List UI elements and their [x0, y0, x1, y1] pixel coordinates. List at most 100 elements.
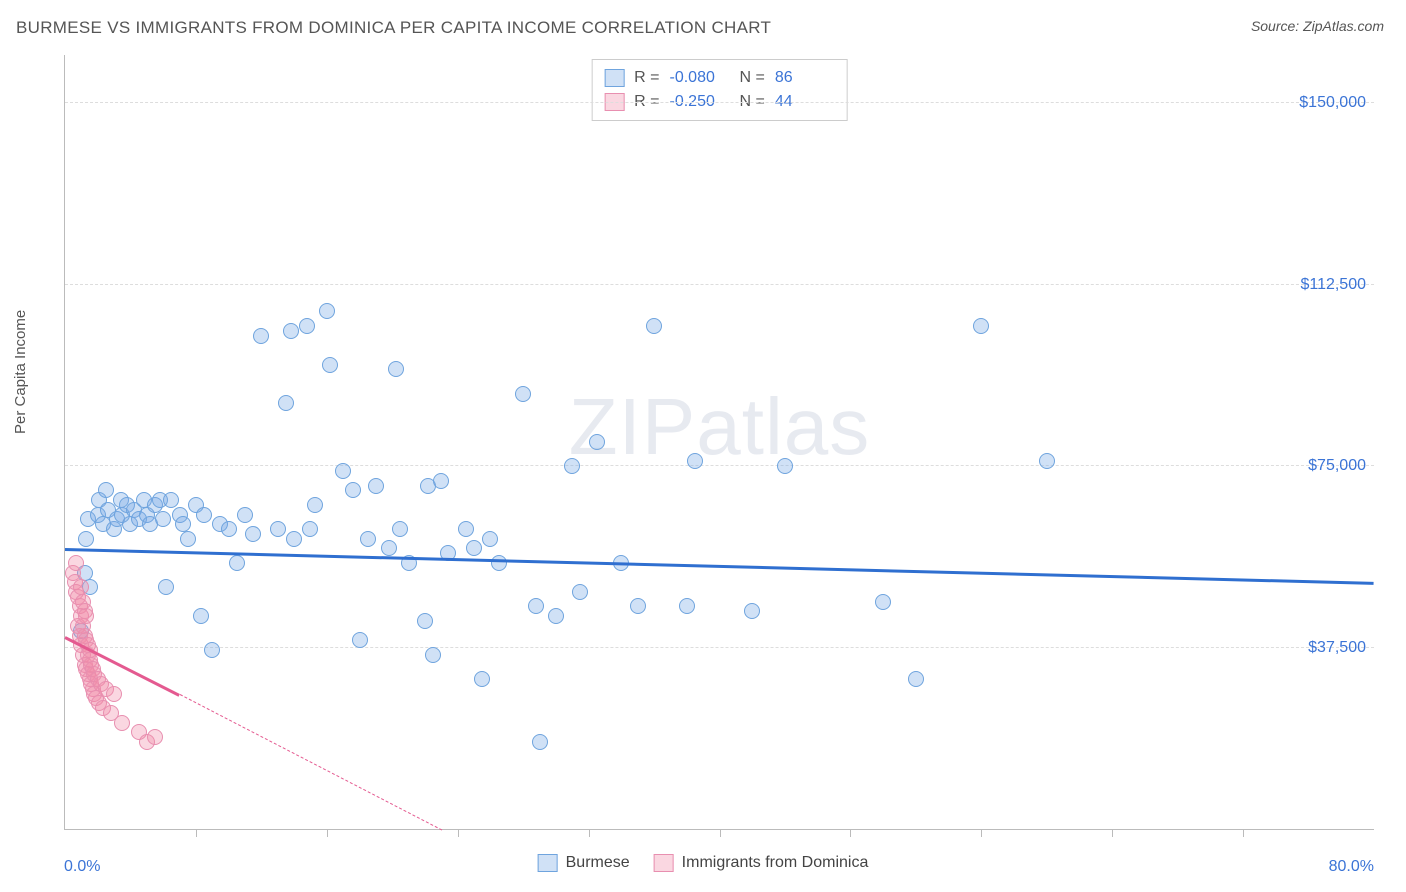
legend-item-dominica: Immigrants from Dominica [654, 854, 869, 872]
stat-legend: R = -0.080 N = 86 R = -0.250 N = 44 [591, 59, 848, 121]
data-point [237, 507, 253, 523]
data-point [433, 473, 449, 489]
chart: Per Capita Income ZIPatlas R = -0.080 N … [16, 55, 1390, 872]
data-point [155, 511, 171, 527]
data-point [302, 521, 318, 537]
data-point [253, 328, 269, 344]
data-point [78, 608, 94, 624]
data-point [147, 729, 163, 745]
data-point [777, 458, 793, 474]
data-point [299, 318, 315, 334]
data-point [679, 598, 695, 614]
watermark: ZIPatlas [569, 381, 870, 473]
data-point [466, 540, 482, 556]
swatch-dominica [654, 854, 674, 872]
data-point [78, 531, 94, 547]
data-point [204, 642, 220, 658]
data-point [482, 531, 498, 547]
source-value: ZipAtlas.com [1303, 18, 1384, 34]
data-point [491, 555, 507, 571]
data-point [163, 492, 179, 508]
y-tick-label: $75,000 [1308, 457, 1366, 475]
data-point [687, 453, 703, 469]
trend-line [179, 694, 441, 830]
data-point [564, 458, 580, 474]
y-tick-label: $37,500 [1308, 639, 1366, 657]
legend-item-burmese: Burmese [538, 854, 630, 872]
gridline [65, 465, 1374, 466]
data-point [1039, 453, 1055, 469]
data-point [548, 608, 564, 624]
x-min-label: 0.0% [64, 858, 100, 876]
data-point [245, 526, 261, 542]
data-point [335, 463, 351, 479]
data-point [106, 686, 122, 702]
legend-label-burmese: Burmese [566, 854, 630, 872]
series-legend: Burmese Immigrants from Dominica [538, 854, 869, 872]
data-point [368, 478, 384, 494]
x-tick [327, 829, 328, 837]
data-point [388, 361, 404, 377]
data-point [345, 482, 361, 498]
source: Source: ZipAtlas.com [1251, 18, 1384, 34]
data-point [270, 521, 286, 537]
gridline [65, 647, 1374, 648]
x-tick [196, 829, 197, 837]
data-point [180, 531, 196, 547]
x-tick [1112, 829, 1113, 837]
legend-label-dominica: Immigrants from Dominica [682, 854, 869, 872]
data-point [98, 482, 114, 498]
data-point [589, 434, 605, 450]
data-point [572, 584, 588, 600]
data-point [193, 608, 209, 624]
data-point [319, 303, 335, 319]
x-tick [850, 829, 851, 837]
x-tick [589, 829, 590, 837]
data-point [158, 579, 174, 595]
trend-line [65, 548, 1374, 585]
x-tick [981, 829, 982, 837]
y-tick-label: $112,500 [1300, 276, 1366, 294]
data-point [68, 555, 84, 571]
data-point [908, 671, 924, 687]
data-point [392, 521, 408, 537]
data-point [646, 318, 662, 334]
y-tick-label: $150,000 [1299, 94, 1366, 112]
stat-legend-row-burmese: R = -0.080 N = 86 [604, 66, 835, 90]
data-point [196, 507, 212, 523]
gridline [65, 102, 1374, 103]
r-value-burmese: -0.080 [670, 66, 730, 90]
data-point [532, 734, 548, 750]
data-point [307, 497, 323, 513]
data-point [322, 357, 338, 373]
data-point [221, 521, 237, 537]
r-label: R = [634, 66, 659, 90]
x-tick [720, 829, 721, 837]
swatch-burmese [538, 854, 558, 872]
x-max-label: 80.0% [1329, 858, 1374, 876]
data-point [114, 715, 130, 731]
chart-title: BURMESE VS IMMIGRANTS FROM DOMINICA PER … [16, 18, 771, 38]
data-point [286, 531, 302, 547]
data-point [283, 323, 299, 339]
data-point [458, 521, 474, 537]
data-point [417, 613, 433, 629]
header: BURMESE VS IMMIGRANTS FROM DOMINICA PER … [0, 0, 1406, 48]
y-axis-label: Per Capita Income [12, 309, 29, 433]
data-point [474, 671, 490, 687]
data-point [425, 647, 441, 663]
data-point [744, 603, 760, 619]
data-point [630, 598, 646, 614]
data-point [528, 598, 544, 614]
data-point [278, 395, 294, 411]
data-point [973, 318, 989, 334]
data-point [352, 632, 368, 648]
gridline [65, 284, 1374, 285]
data-point [229, 555, 245, 571]
data-point [360, 531, 376, 547]
x-tick [1243, 829, 1244, 837]
data-point [381, 540, 397, 556]
data-point [515, 386, 531, 402]
data-point [875, 594, 891, 610]
n-label: N = [740, 66, 765, 90]
